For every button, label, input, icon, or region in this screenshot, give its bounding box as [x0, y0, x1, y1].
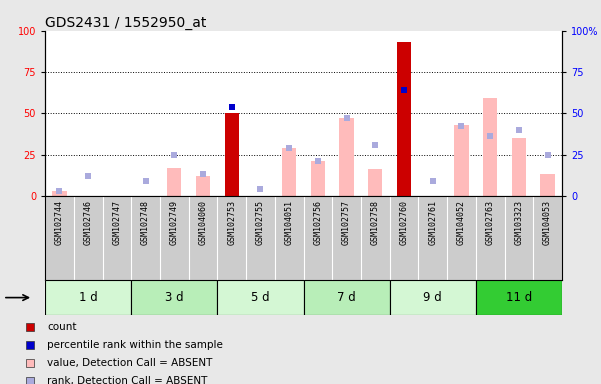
Text: GSM102756: GSM102756	[313, 200, 322, 245]
Text: GSM102744: GSM102744	[55, 200, 64, 245]
Text: GSM102755: GSM102755	[256, 200, 265, 245]
Bar	[45, 280, 131, 315]
Bar	[225, 113, 239, 196]
Text: GSM104053: GSM104053	[543, 200, 552, 245]
Text: GSM103323: GSM103323	[514, 200, 523, 245]
Bar	[340, 118, 354, 196]
Bar	[389, 280, 476, 315]
Bar	[454, 125, 469, 196]
Text: rank, Detection Call = ABSENT: rank, Detection Call = ABSENT	[47, 376, 207, 384]
Text: GSM102747: GSM102747	[112, 200, 121, 245]
Bar	[540, 174, 555, 196]
Bar	[311, 161, 325, 196]
Text: 5 d: 5 d	[251, 291, 270, 304]
Bar	[196, 176, 210, 196]
Bar	[368, 169, 382, 196]
Text: GSM102763: GSM102763	[486, 200, 495, 245]
Text: 11 d: 11 d	[505, 291, 532, 304]
Bar	[483, 98, 497, 196]
Text: GSM102748: GSM102748	[141, 200, 150, 245]
Text: GSM102749: GSM102749	[170, 200, 178, 245]
Text: 9 d: 9 d	[423, 291, 442, 304]
Bar	[511, 138, 526, 196]
Text: GSM104052: GSM104052	[457, 200, 466, 245]
Bar	[476, 280, 562, 315]
Bar	[282, 148, 296, 196]
Text: GSM102761: GSM102761	[429, 200, 437, 245]
Text: 3 d: 3 d	[165, 291, 183, 304]
Text: 1 d: 1 d	[79, 291, 97, 304]
Text: GSM104051: GSM104051	[285, 200, 294, 245]
Text: value, Detection Call = ABSENT: value, Detection Call = ABSENT	[47, 358, 213, 368]
Text: GSM104060: GSM104060	[198, 200, 207, 245]
Text: GSM102753: GSM102753	[227, 200, 236, 245]
Text: percentile rank within the sample: percentile rank within the sample	[47, 340, 223, 350]
Text: count: count	[47, 322, 77, 332]
Bar	[131, 280, 218, 315]
Text: GSM102758: GSM102758	[371, 200, 380, 245]
Bar	[218, 280, 304, 315]
Bar	[304, 280, 389, 315]
Text: 7 d: 7 d	[337, 291, 356, 304]
Text: GSM102746: GSM102746	[84, 200, 93, 245]
Bar	[167, 168, 182, 196]
Bar	[52, 191, 67, 196]
Bar	[397, 42, 411, 196]
Text: GSM102757: GSM102757	[342, 200, 351, 245]
Text: GSM102760: GSM102760	[400, 200, 409, 245]
Text: GDS2431 / 1552950_at: GDS2431 / 1552950_at	[45, 16, 207, 30]
